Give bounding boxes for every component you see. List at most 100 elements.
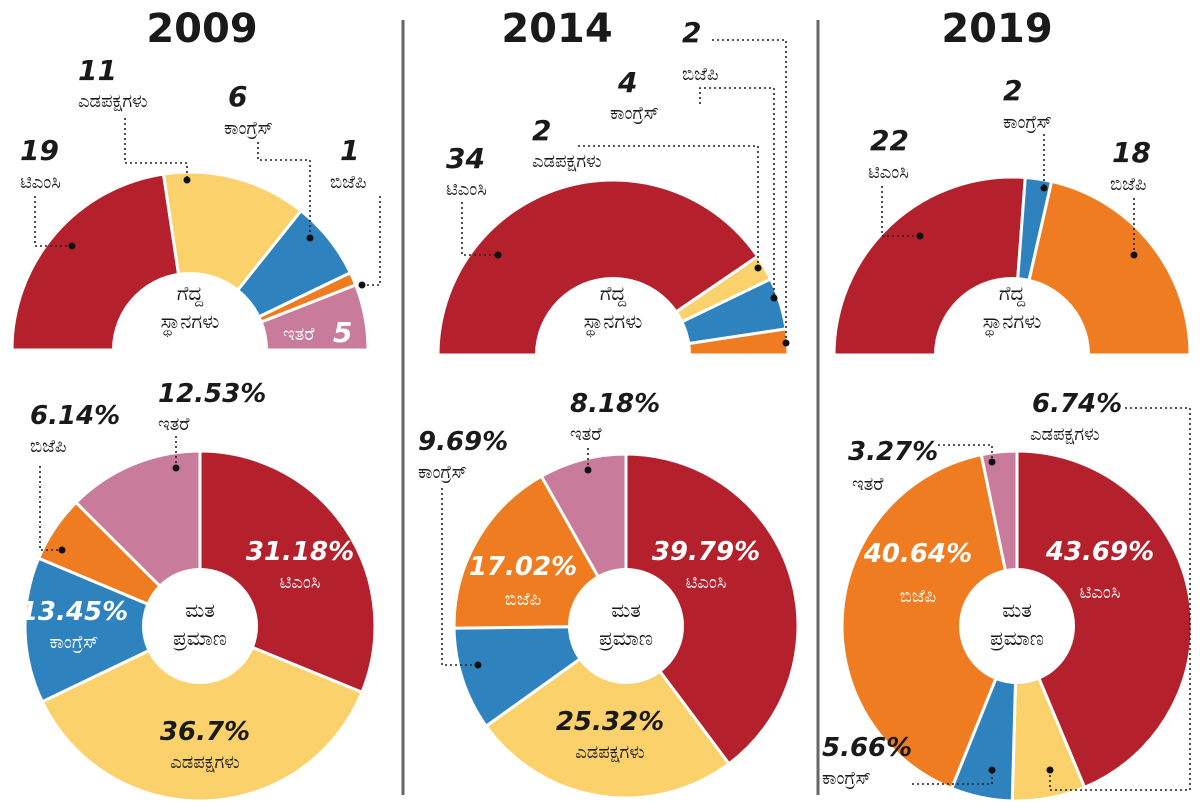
- vote-label-bjp: ಬಿಜೆಪಿ: [900, 586, 936, 607]
- leader-line: [881, 186, 920, 237]
- leader-dot: [754, 264, 762, 272]
- leader-dot: [1130, 251, 1138, 259]
- vote-pct-left: 25.32%: [556, 707, 664, 737]
- vote-label-tmc: ಟಿಎಂಸಿ: [1080, 582, 1121, 603]
- vote-label-others: ಇತರೆ: [852, 474, 884, 495]
- slice-congress: [23, 556, 204, 704]
- seat-label-bjp: ಬಿಜೆಪಿ: [1110, 174, 1146, 195]
- seat-label-congress: ಕಾಂಗ್ರೆಸ್: [1003, 112, 1052, 133]
- vote-pct-others: 12.53%: [158, 379, 266, 409]
- slice-bjp: [840, 452, 1019, 791]
- leader-dot: [770, 294, 778, 302]
- votes-chart-2009: ಮತ ಪ್ರಮಾಣ 31.18% ಟಿಎಂಸಿ 36.7% ಎಡಪಕ್ಷಗಳು …: [20, 379, 377, 803]
- leader-line: [441, 488, 478, 666]
- year-title-2009: 2009: [146, 6, 257, 52]
- vote-pct-left: 6.74%: [1032, 389, 1122, 419]
- vote-label-tmc: ಟಿಎಂಸಿ: [280, 572, 321, 593]
- leader-dot: [988, 766, 996, 774]
- seat-count-tmc: 19: [20, 134, 59, 167]
- vote-label-congress: ಕಾಂಗ್ರೆಸ್: [418, 462, 467, 483]
- seats-hub-2019: [934, 277, 1090, 433]
- leader-dot: [474, 661, 482, 669]
- votes-hub-label: ಮತ: [1002, 598, 1032, 622]
- leader-line: [461, 202, 498, 256]
- seat-label-tmc: ಟಿಎಂಸಿ: [20, 172, 61, 193]
- vote-pct-others: 8.18%: [570, 389, 660, 419]
- seats-hub-label: ಗೆದ್ದ: [999, 281, 1026, 307]
- vote-label-others: ಇತರೆ: [158, 414, 190, 435]
- votes-hub-label: ಮತ: [185, 598, 215, 622]
- leader-dot: [782, 339, 790, 347]
- slice-left: [40, 624, 364, 803]
- leader-line: [34, 196, 72, 247]
- vote-label-bjp: ಬಿಜೆಪಿ: [505, 589, 541, 610]
- vote-pct-tmc: 31.18%: [246, 537, 354, 567]
- leader-dot: [58, 546, 66, 554]
- vote-label-tmc: ಟಿಎಂಸಿ: [686, 572, 727, 593]
- vote-pct-bjp: 17.02%: [469, 552, 577, 582]
- leader-dot: [172, 464, 180, 472]
- votes-hub-label: ಪ್ರಮಾಣ: [173, 626, 227, 651]
- slice-tmc: [624, 452, 800, 766]
- seat-count-bjp: 2: [682, 16, 701, 49]
- seats-hub-label: ಗೆದ್ದ: [177, 281, 204, 307]
- seat-label-bjp: ಬಿಜೆಪಿ: [682, 64, 718, 85]
- vote-pct-congress: 5.66%: [822, 733, 912, 763]
- leader-line: [699, 87, 775, 298]
- seats-chart-2009: ಗೆದ್ದ ಸ್ಥಾನಗಳು 19 ಟಿಎಂಸಿ 11 ಎಡಪಕ್ಷಗಳು 6 …: [10, 54, 381, 428]
- seat-label-tmc: ಟಿಎಂಸಿ: [868, 162, 909, 183]
- votes-hub-2019: [959, 568, 1075, 684]
- seats-hub-label: ಗೆದ್ದ: [600, 281, 627, 307]
- seat-label-congress: ಕಾಂಗ್ರೆಸ್: [610, 103, 659, 124]
- leader-line: [124, 118, 188, 180]
- votes-chart-2014: ಮತ ಪ್ರಮಾಣ 39.79% ಟಿಎಂಸಿ 25.32% ಎಡಪಕ್ಷಗಳು…: [418, 389, 800, 800]
- seats-hub-2009: [112, 272, 268, 428]
- vote-pct-bjp: 40.64%: [863, 539, 972, 569]
- vote-pct-tmc: 43.69%: [1045, 537, 1154, 567]
- seats-chart-2019: ಗೆದ್ದ ಸ್ಥಾನಗಳು 22 ಟಿಎಂಸಿ 2 ಕಾಂಗ್ರೆಸ್ 18 …: [832, 74, 1192, 433]
- year-title-2014: 2014: [501, 6, 612, 52]
- vote-label-congress: ಕಾಂಗ್ರೆಸ್: [49, 632, 98, 653]
- leader-dot: [916, 232, 924, 240]
- seat-count-congress: 4: [617, 66, 637, 99]
- vote-label-congress: ಕಾಂಗ್ರೆಸ್: [822, 768, 871, 789]
- leader-dot: [358, 281, 366, 289]
- slice-tmc: [1015, 449, 1194, 790]
- seat-label-left: ಎಡಪಕ್ಷಗಳು: [532, 151, 602, 172]
- leader-dot: [183, 176, 191, 184]
- vote-pct-tmc: 39.79%: [652, 537, 760, 567]
- leader-line: [912, 770, 993, 785]
- vote-label-left: ಎಡಪಕ್ಷಗಳು: [170, 752, 240, 773]
- vote-label-left: ಎಡಪಕ್ಷಗಳು: [1030, 424, 1100, 445]
- seat-label-others: ಇತರೆ: [283, 324, 315, 345]
- slice-tmc: [436, 178, 760, 357]
- leader-dot: [988, 458, 996, 466]
- votes-hub-label: ಮತ: [611, 598, 641, 622]
- votes-slices-2019: [840, 449, 1194, 803]
- seat-count-congress: 6: [228, 80, 247, 113]
- seat-count-congress: 2: [1003, 74, 1022, 107]
- seat-count-bjp: 1: [340, 134, 359, 167]
- votes-hub-2014: [568, 568, 684, 684]
- leader-line: [578, 145, 759, 268]
- leader-dot: [1040, 184, 1048, 192]
- year-title-2019: 2019: [941, 6, 1052, 52]
- votes-hub-label: ಪ್ರಮಾಣ: [599, 626, 653, 651]
- votes-hub-2009: [142, 568, 258, 684]
- seats-chart-2014: ಗೆದ್ದ ಸ್ಥಾನಗಳು 34 ಟಿಎಂಸಿ 2 ಎಡಪಕ್ಷಗಳು 4 ಕ…: [436, 16, 790, 433]
- leader-line: [1049, 407, 1191, 791]
- seat-label-congress: ಕಾಂಗ್ರೆಸ್: [224, 118, 273, 139]
- leader-line: [362, 196, 381, 286]
- vote-label-bjp: ಬಿಜೆಪಿ: [30, 436, 66, 457]
- vote-pct-congress: 13.45%: [20, 597, 128, 627]
- seat-count-tmc: 34: [446, 142, 485, 175]
- votes-hub-label: ಪ್ರಮಾಣ: [990, 626, 1044, 651]
- leader-dot: [1046, 766, 1054, 774]
- vote-label-others: ಇತರೆ: [570, 424, 602, 445]
- leader-dot: [68, 242, 76, 250]
- seat-count-left: 11: [78, 54, 117, 87]
- vote-pct-left: 36.7%: [160, 717, 250, 747]
- vote-pct-congress: 9.69%: [418, 427, 508, 457]
- seats-hub-2014: [535, 277, 691, 433]
